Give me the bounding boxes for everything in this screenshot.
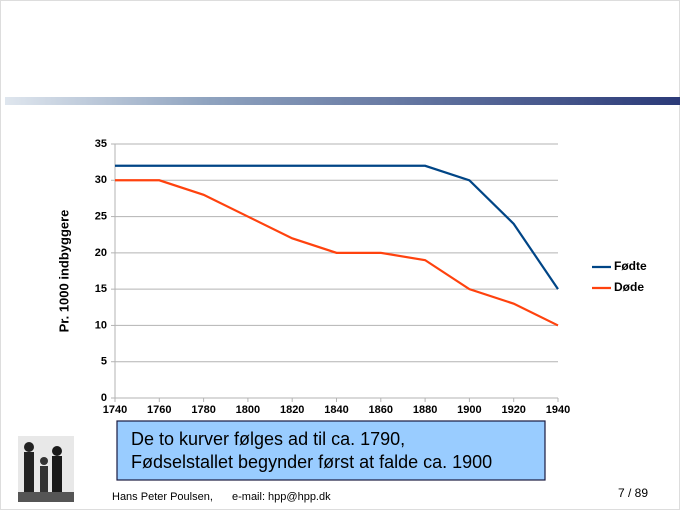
legend-label: Døde: [614, 280, 644, 294]
y-tick-label: 5: [101, 356, 107, 368]
annotation: De to kurver følges ad til ca. 1790,: [131, 429, 405, 449]
y-tick-label: 15: [95, 283, 107, 295]
x-tick-label: 1940: [546, 404, 570, 416]
x-tick-label: 1740: [103, 404, 127, 416]
photo: [18, 436, 74, 502]
y-tick-label: 35: [95, 138, 107, 150]
y-tick-label: 20: [95, 247, 107, 259]
y-tick-label: 25: [95, 210, 107, 222]
footer-author: Hans Peter Poulsen,: [112, 491, 213, 503]
footer-email: e-mail: hpp@hpp.dk: [232, 491, 331, 503]
legend-label: Fødte: [614, 259, 647, 273]
x-tick-label: 1860: [369, 404, 393, 416]
x-tick-label: 1900: [457, 404, 481, 416]
x-tick-label: 1880: [413, 404, 437, 416]
x-tick-label: 1920: [501, 404, 525, 416]
x-tick-label: 1840: [324, 404, 348, 416]
x-tick-label: 1780: [191, 404, 215, 416]
y-tick-label: 10: [95, 319, 107, 331]
header-band: [5, 97, 680, 105]
x-tick-label: 1760: [147, 404, 171, 416]
annotation-box: [116, 420, 546, 481]
line: [115, 179, 559, 327]
page-number: 7 / 89: [618, 486, 648, 500]
y-axis-label: Pr. 1000 indbyggere: [56, 210, 71, 333]
x-tick-label: 1820: [280, 404, 304, 416]
y-tick-label: 30: [95, 174, 107, 186]
annotation: Fødselstallet begynder først at falde ca…: [131, 452, 492, 472]
x-tick-label: 1800: [236, 404, 260, 416]
y-tick-label: 0: [101, 392, 107, 404]
line: [115, 164, 559, 290]
